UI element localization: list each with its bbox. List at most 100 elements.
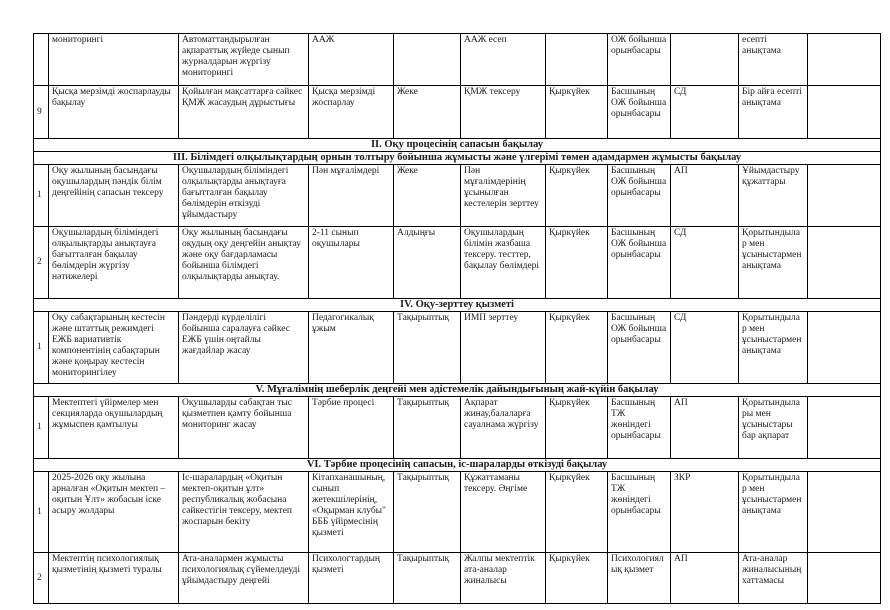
cell-venue: СД bbox=[670, 311, 739, 384]
section-header-row: IV. Оқу-зерттеу қызметі bbox=[33, 298, 881, 312]
cell-object: Психологтардың қызметі bbox=[308, 552, 394, 604]
cell-form: Жеке bbox=[393, 164, 461, 227]
cell-controller: ОЖ бойынша орынбасары bbox=[607, 33, 671, 86]
table-row: 2 Оқушылардың біліміндегі олқылықтарды ан… bbox=[33, 226, 881, 299]
table-row: 1 Оқу сабақтарының кестесін және штаттық … bbox=[33, 311, 881, 384]
row-number-cell: 9 bbox=[33, 85, 49, 139]
cell-form: Тақырыптық bbox=[393, 311, 461, 384]
cell-task: мониторингі bbox=[48, 33, 179, 86]
cell-content: Қойылған мақсаттарға сәйкес ҚМЖ жасаудың… bbox=[178, 85, 309, 139]
cell-controller: Басшының ТЖ жөніндегі орынбасары bbox=[607, 396, 671, 459]
cell-method: ҚМЖ тексеру bbox=[460, 85, 546, 139]
cell-task: 2025-2026 оқу жылына арналған «Оқитын ме… bbox=[48, 471, 179, 553]
section-header: III. Білімдегі олқылықтардың орнын толты… bbox=[33, 151, 881, 165]
cell-method: Жалпы мектептік ата-аналар жиналысы bbox=[460, 552, 546, 604]
cell-note bbox=[807, 226, 881, 299]
cell-venue: СД bbox=[670, 226, 739, 299]
cell-object: 2-11 сынып оқушылары bbox=[308, 226, 394, 299]
table-row: мониторингі Автоматтандырылған ақпараттық… bbox=[33, 33, 881, 86]
cell-form: Тақырыптық bbox=[393, 471, 461, 553]
cell-controller: Басшының ОЖ бойынша орынбасары bbox=[607, 226, 671, 299]
control-plan-table: мониторингі Автоматтандырылған ақпараттық… bbox=[33, 33, 881, 604]
cell-controller: Басшының ОЖ бойынша орынбасары bbox=[607, 164, 671, 227]
cell-content: Іс-шаралардың «Оқитын мектеп-оқитын ұлт»… bbox=[178, 471, 309, 553]
cell-venue: ЗКР bbox=[670, 471, 739, 553]
cell-object: Тәрбие процесі bbox=[308, 396, 394, 459]
cell-date: Қыркүйек bbox=[545, 311, 608, 384]
row-number-cell: 2 bbox=[33, 226, 49, 299]
cell-date: Қыркүйек bbox=[545, 552, 608, 604]
cell-controller: Басшының ТЖ жөніндегі орынбасары bbox=[607, 471, 671, 553]
cell-note bbox=[807, 552, 881, 604]
cell-note bbox=[807, 85, 881, 139]
cell-note bbox=[807, 164, 881, 227]
table-row: 1 2025-2026 оқу жылына арналған «Оқитын м… bbox=[33, 471, 881, 553]
cell-object: Педагогикалық ұжым bbox=[308, 311, 394, 384]
cell-method: Ақпарат жинау,балаларға сауалнама жүргіз… bbox=[460, 396, 546, 459]
cell-result: Қорытындылар мен ұсыныстармен анықтама bbox=[738, 226, 808, 299]
cell-note bbox=[807, 396, 881, 459]
cell-venue: СД bbox=[670, 85, 739, 139]
section-header-row: II. Оқу процесінің сапасын бақылау bbox=[33, 138, 881, 152]
cell-venue: АП bbox=[670, 164, 739, 227]
cell-date: Қыркүйек bbox=[545, 85, 608, 139]
cell-result: Қорытындылар мен ұсыныстармен анықтама bbox=[738, 471, 808, 553]
row-number-cell: 1 bbox=[33, 311, 49, 384]
cell-venue: АП bbox=[670, 552, 739, 604]
cell-method: Құжаттаманы тексеру. Әңгіме bbox=[460, 471, 546, 553]
row-number-cell: 1 bbox=[33, 471, 49, 553]
cell-date: Қыркүйек bbox=[545, 471, 608, 553]
cell-date: Қыркүйек bbox=[545, 226, 608, 299]
cell-controller: Басшының ОЖ бойынша орынбасары bbox=[607, 311, 671, 384]
section-header-row: V. Мұғалімнің шеберлік деңгейі мен әдіст… bbox=[33, 383, 881, 397]
section-header: IV. Оқу-зерттеу қызметі bbox=[33, 298, 881, 312]
cell-object: Пән мұғалімдері bbox=[308, 164, 394, 227]
cell-form: Алдыңғы bbox=[393, 226, 461, 299]
cell-content: Ата-аналармен жұмысты психологиялық сүйе… bbox=[178, 552, 309, 604]
section-header: VI. Тәрбие процесінің сапасын, іс-шарала… bbox=[33, 458, 881, 472]
section-header-row: VI. Тәрбие процесінің сапасын, іс-шарала… bbox=[33, 458, 881, 472]
table-row: 1 Оқу жылының басындағы оқушылардың пәнді… bbox=[33, 164, 881, 227]
cell-controller: Психологиялық қызмет bbox=[607, 552, 671, 604]
section-header: II. Оқу процесінің сапасын бақылау bbox=[33, 138, 881, 152]
cell-form: Жеке bbox=[393, 85, 461, 139]
section-header-row: III. Білімдегі олқылықтардың орнын толты… bbox=[33, 151, 881, 165]
cell-task: Оқу жылының басындағы оқушылардың пәндік… bbox=[48, 164, 179, 227]
cell-object: ААЖ bbox=[308, 33, 394, 86]
cell-task: Мектептегі үйірмелер мен секцияларда оқу… bbox=[48, 396, 179, 459]
row-number-cell: 1 bbox=[33, 396, 49, 459]
table-body: мониторингі Автоматтандырылған ақпараттық… bbox=[33, 33, 881, 604]
cell-result: Қорытындылар мен ұсыныстармен анықтама bbox=[738, 311, 808, 384]
cell-result: Ата-аналар жиналысының хаттамасы bbox=[738, 552, 808, 604]
cell-content: Оқу жылының басындағы оқудың оқу деңгейі… bbox=[178, 226, 309, 299]
cell-method: Пән мұғалімдерінің ұсынылған кестелерін … bbox=[460, 164, 546, 227]
cell-content: Оқушыларды сабақтан тыс қызметпен қамту … bbox=[178, 396, 309, 459]
cell-note bbox=[807, 311, 881, 384]
cell-result: есепті анықтама bbox=[738, 33, 808, 86]
cell-task: Қысқа мерзімді жоспарлауды бақылау bbox=[48, 85, 179, 139]
row-number-cell: 1 bbox=[33, 164, 49, 227]
cell-object: Кітапханашының, сынып жетекшілерінің, «О… bbox=[308, 471, 394, 553]
section-header: V. Мұғалімнің шеберлік деңгейі мен әдіст… bbox=[33, 383, 881, 397]
table-row: 1 Мектептегі үйірмелер мен секцияларда оқ… bbox=[33, 396, 881, 459]
cell-form: Тақырыптық bbox=[393, 552, 461, 604]
cell-content: Оқушылардың біліміндегі олқылықтарды аны… bbox=[178, 164, 309, 227]
cell-result: Бір айға есепті анықтама bbox=[738, 85, 808, 139]
cell-date: Қыркүйек bbox=[545, 164, 608, 227]
cell-controller: Басшының ОЖ бойынша орынбасары bbox=[607, 85, 671, 139]
cell-task: Оқу сабақтарының кестесін және штаттық р… bbox=[48, 311, 179, 384]
cell-result: Қорытындылары мен ұсыныстары бар ақпарат bbox=[738, 396, 808, 459]
cell-task: Оқушылардың біліміндегі олқылықтарды аны… bbox=[48, 226, 179, 299]
row-number-cell bbox=[33, 33, 49, 86]
cell-form: Тақырыптық bbox=[393, 396, 461, 459]
row-number-cell: 2 bbox=[33, 552, 49, 604]
cell-venue bbox=[670, 33, 739, 86]
cell-method: ААЖ есеп bbox=[460, 33, 546, 86]
cell-form bbox=[393, 33, 461, 86]
cell-result: Ұйымдастыру құжаттары bbox=[738, 164, 808, 227]
cell-method: Оқушылардың білімін жазбаша тексеру. тес… bbox=[460, 226, 546, 299]
cell-task: Мектептің психологиялық қызметінің қызме… bbox=[48, 552, 179, 604]
cell-content: Пәндерді күрделілігі бойынша саралауға с… bbox=[178, 311, 309, 384]
cell-date bbox=[545, 33, 608, 86]
